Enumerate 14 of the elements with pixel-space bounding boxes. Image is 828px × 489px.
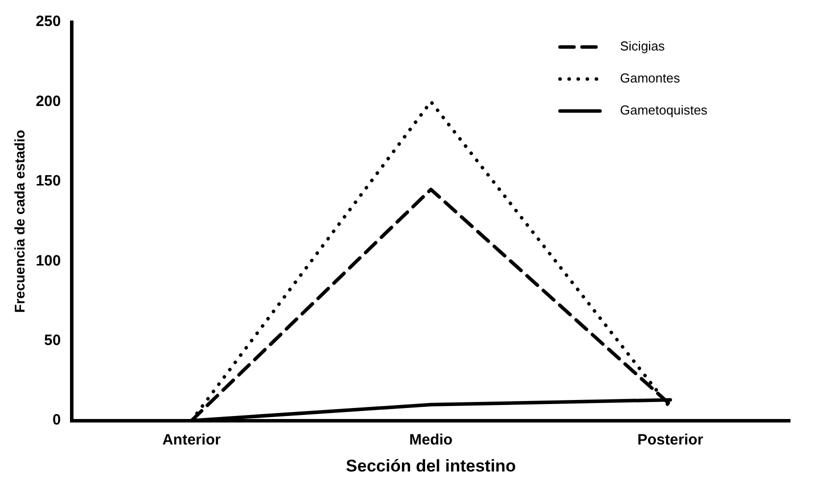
y-axis-title: Frecuencia de cada estadio: [11, 130, 28, 313]
y-tick-label: 50: [44, 332, 61, 350]
y-tick-label: 0: [52, 412, 61, 429]
legend-label: Sicigias: [620, 38, 666, 54]
y-tick-label: 150: [36, 172, 61, 190]
legend-label: Gamontes: [620, 70, 680, 86]
x-axis-title: Sección del intestino: [346, 456, 516, 476]
x-tick-label: Posterior: [637, 432, 704, 449]
legend-label: Gametoquistes: [620, 102, 708, 118]
x-tick-label: Medio: [409, 432, 453, 449]
x-tick-label: Anterior: [162, 432, 221, 449]
y-tick-label: 250: [36, 13, 61, 30]
y-tick-label: 200: [36, 92, 61, 110]
y-tick-label: 100: [36, 252, 61, 270]
